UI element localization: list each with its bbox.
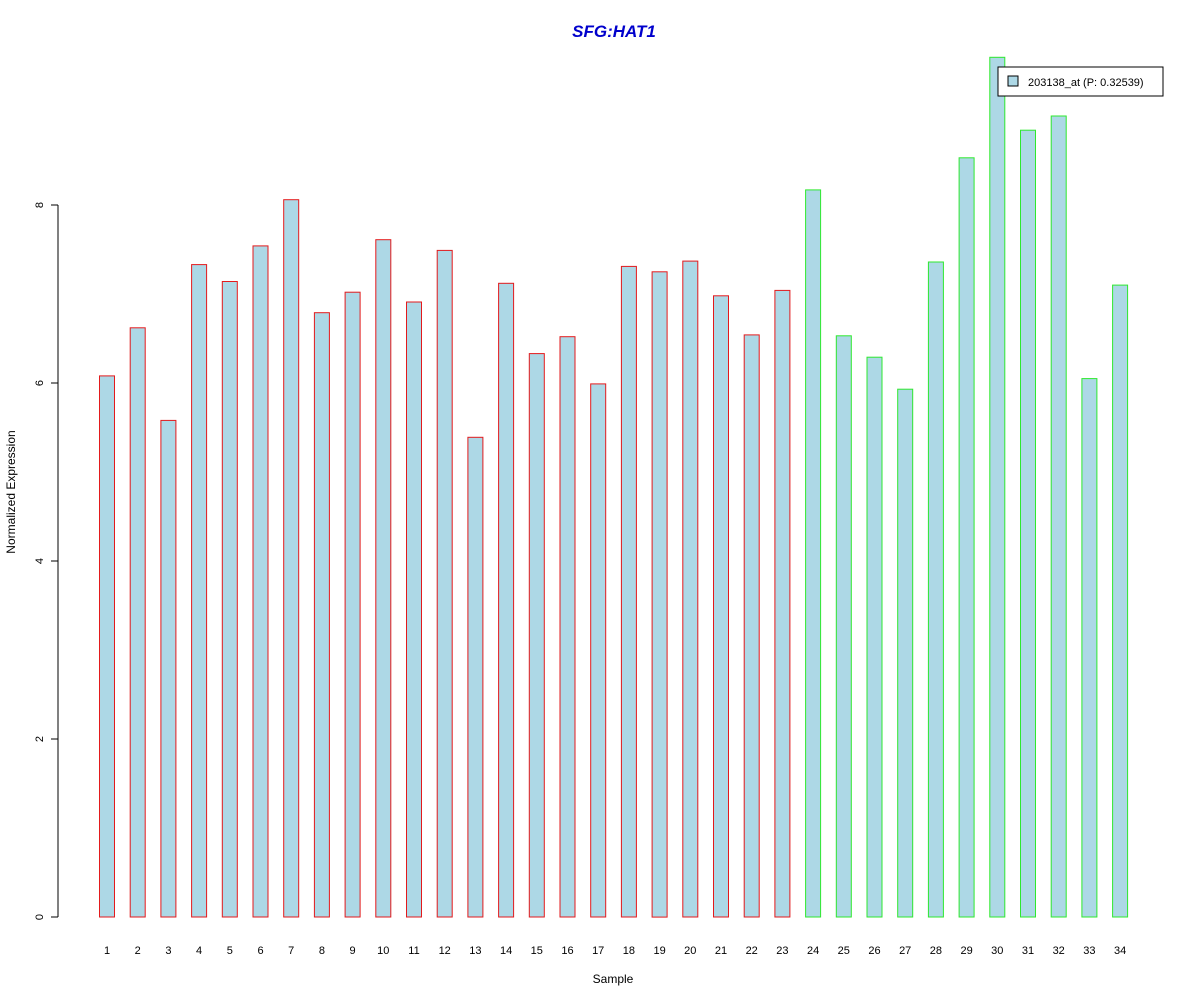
x-tick-label: 31 xyxy=(1022,945,1034,957)
x-tick-label: 29 xyxy=(960,945,972,957)
x-tick-label: 19 xyxy=(653,945,665,957)
bar-sample-23 xyxy=(774,289,791,918)
x-tick-label: 34 xyxy=(1114,945,1126,957)
y-tick-label: 2 xyxy=(34,736,46,742)
x-tick-label: 16 xyxy=(561,945,573,957)
x-tick-label: 22 xyxy=(746,945,758,957)
x-tick-label: 14 xyxy=(500,945,512,957)
bar-sample-26 xyxy=(866,356,883,918)
x-tick-label: 7 xyxy=(288,945,294,957)
bar-sample-16 xyxy=(559,336,576,918)
y-tick-label: 0 xyxy=(34,914,46,920)
bar-sample-6 xyxy=(252,245,269,918)
x-tick-label: 1 xyxy=(104,945,110,957)
bar-sample-2 xyxy=(129,327,146,918)
x-tick-label: 28 xyxy=(930,945,942,957)
bar-sample-18 xyxy=(620,265,637,918)
bar-sample-27 xyxy=(897,388,914,918)
y-axis-title: Normalized Expression xyxy=(4,430,18,553)
x-tick-label: 3 xyxy=(165,945,171,957)
x-tick-labels: 1 2 3 4 5 6 7 8 9 10 11 12 13 14 15 16 17 18 19 20 21 22 23 24 2… xyxy=(104,945,1126,957)
bar-sample-15 xyxy=(528,353,545,918)
x-tick-label: 23 xyxy=(776,945,788,957)
bar-sample-14 xyxy=(498,282,515,918)
bar-sample-5 xyxy=(221,281,238,918)
bar-sample-32 xyxy=(1050,115,1067,918)
chart-title: SFG:HAT1 xyxy=(572,22,656,41)
bar-sample-22 xyxy=(743,334,760,918)
x-tick-label: 5 xyxy=(227,945,233,957)
bar-sample-34 xyxy=(1112,284,1129,918)
x-tick-label: 20 xyxy=(684,945,696,957)
x-axis-title: Sample xyxy=(593,972,634,986)
bar-sample-24 xyxy=(805,189,822,918)
y-axis: 0 2 4 6 8 xyxy=(34,202,59,920)
x-tick-label: 33 xyxy=(1083,945,1095,957)
x-tick-label: 17 xyxy=(592,945,604,957)
x-tick-label: 18 xyxy=(623,945,635,957)
bar-sample-33 xyxy=(1081,378,1098,918)
x-tick-label: 27 xyxy=(899,945,911,957)
x-tick-label: 11 xyxy=(408,945,419,957)
bar-sample-11 xyxy=(406,301,422,918)
bar-sample-13 xyxy=(467,436,484,918)
bar-sample-9 xyxy=(344,291,361,918)
x-tick-label: 4 xyxy=(196,945,202,957)
bars xyxy=(99,56,1129,918)
bar-sample-19 xyxy=(651,271,668,918)
x-tick-label: 12 xyxy=(439,945,451,957)
x-tick-label: 2 xyxy=(135,945,141,957)
y-tick-label: 6 xyxy=(34,380,46,386)
bar-sample-28 xyxy=(927,261,944,918)
x-tick-label: 25 xyxy=(838,945,850,957)
bar-sample-4 xyxy=(191,264,208,918)
bar-sample-10 xyxy=(375,239,392,918)
bar-sample-1 xyxy=(99,375,115,918)
x-tick-label: 15 xyxy=(531,945,543,957)
x-tick-label: 21 xyxy=(715,945,727,957)
legend-swatch xyxy=(1007,75,1019,87)
x-tick-label: 6 xyxy=(257,945,263,957)
y-tick-label: 8 xyxy=(34,202,46,208)
x-tick-label: 10 xyxy=(377,945,389,957)
bar-sample-25 xyxy=(835,335,852,918)
legend-label: 203138_at (P: 0.32539) xyxy=(1028,77,1144,89)
bar-sample-3 xyxy=(160,419,177,918)
x-tick-label: 8 xyxy=(319,945,325,957)
x-tick-label: 32 xyxy=(1053,945,1065,957)
bar-sample-12 xyxy=(436,249,453,918)
y-tick-label: 4 xyxy=(34,558,46,564)
x-tick-label: 30 xyxy=(991,945,1003,957)
legend: 203138_at (P: 0.32539) xyxy=(997,66,1164,97)
bar-sample-8 xyxy=(313,312,330,918)
bar-sample-30 xyxy=(989,56,1006,918)
bar-sample-31 xyxy=(1020,129,1036,918)
bar-sample-29 xyxy=(958,157,975,918)
x-tick-label: 13 xyxy=(469,945,481,957)
bar-sample-20 xyxy=(682,260,699,918)
x-tick-label: 26 xyxy=(868,945,880,957)
x-tick-label: 24 xyxy=(807,945,819,957)
bar-sample-17 xyxy=(590,383,607,918)
bar-sample-21 xyxy=(713,295,729,918)
x-tick-label: 9 xyxy=(350,945,356,957)
legend-box xyxy=(997,66,1164,97)
bar-sample-7 xyxy=(283,199,300,918)
